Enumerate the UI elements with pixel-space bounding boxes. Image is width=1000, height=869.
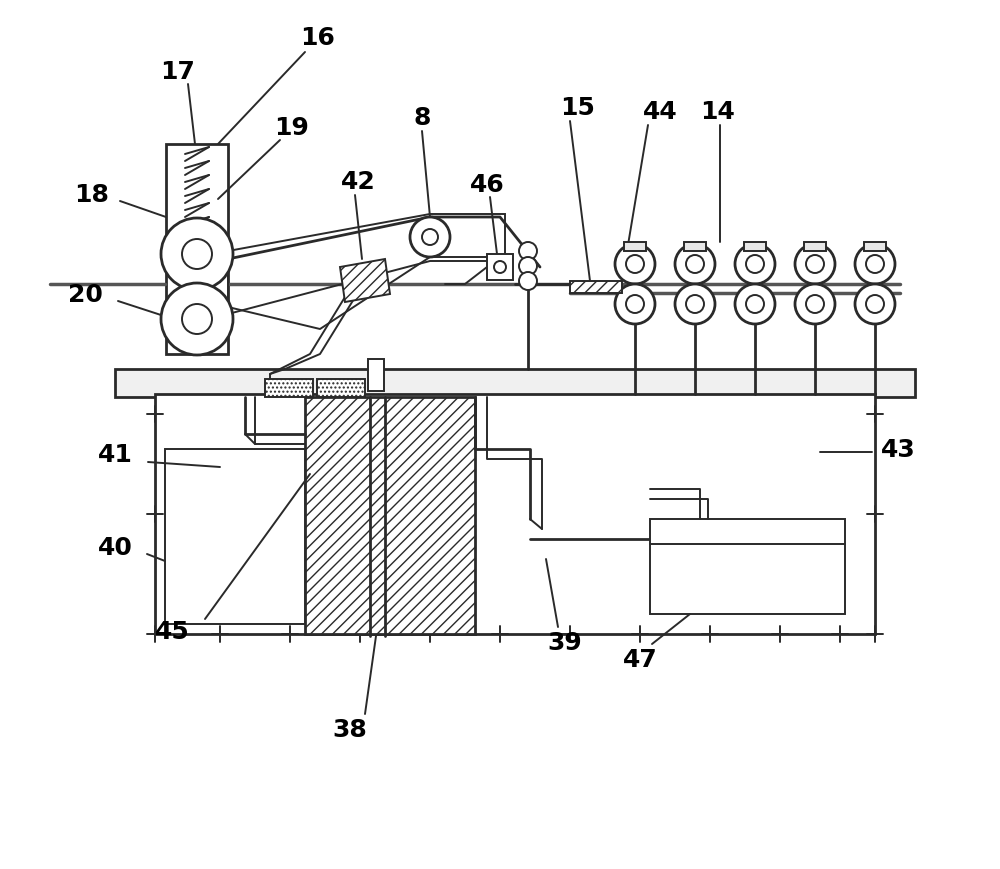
Circle shape — [855, 245, 895, 285]
Text: 45: 45 — [155, 620, 189, 643]
Circle shape — [410, 218, 450, 258]
Bar — [317, 380, 365, 397]
Text: 40: 40 — [98, 535, 132, 560]
Circle shape — [855, 285, 895, 325]
Circle shape — [494, 262, 506, 274]
Bar — [864, 242, 886, 252]
Bar — [684, 242, 706, 252]
Circle shape — [795, 285, 835, 325]
Circle shape — [866, 295, 884, 314]
Text: 8: 8 — [413, 106, 431, 129]
Text: 18: 18 — [75, 182, 109, 207]
Circle shape — [795, 245, 835, 285]
Circle shape — [519, 242, 537, 261]
Circle shape — [615, 245, 655, 285]
Bar — [165, 449, 305, 624]
Text: 39: 39 — [548, 630, 582, 654]
Text: 38: 38 — [333, 717, 367, 741]
Circle shape — [735, 285, 775, 325]
Text: 47: 47 — [623, 647, 657, 671]
Circle shape — [675, 245, 715, 285]
Circle shape — [806, 295, 824, 314]
Bar — [487, 255, 513, 281]
Bar — [166, 145, 228, 355]
Circle shape — [626, 295, 644, 314]
Circle shape — [422, 229, 438, 246]
Circle shape — [806, 255, 824, 274]
Text: 43: 43 — [881, 437, 915, 461]
Bar — [155, 395, 875, 634]
Circle shape — [182, 305, 212, 335]
Circle shape — [161, 283, 233, 355]
Bar — [804, 242, 826, 252]
Bar — [115, 369, 915, 397]
Circle shape — [746, 295, 764, 314]
Circle shape — [182, 240, 212, 269]
Text: 19: 19 — [275, 116, 309, 140]
Bar — [368, 360, 384, 392]
Text: 44: 44 — [643, 100, 677, 124]
Circle shape — [626, 255, 644, 274]
Circle shape — [746, 255, 764, 274]
Bar — [570, 282, 622, 294]
Text: 15: 15 — [561, 96, 595, 120]
Circle shape — [686, 295, 704, 314]
Bar — [744, 242, 766, 252]
Circle shape — [686, 255, 704, 274]
Polygon shape — [340, 260, 390, 302]
Bar — [650, 520, 845, 614]
Circle shape — [615, 285, 655, 325]
Text: 42: 42 — [341, 169, 375, 194]
Text: 16: 16 — [301, 26, 335, 50]
Text: 46: 46 — [470, 173, 504, 196]
Circle shape — [519, 258, 537, 275]
Bar — [305, 397, 475, 634]
Text: 41: 41 — [98, 442, 132, 467]
Text: 17: 17 — [161, 60, 195, 84]
Text: 20: 20 — [68, 282, 102, 307]
Text: 14: 14 — [701, 100, 735, 124]
Bar — [624, 242, 646, 252]
Circle shape — [675, 285, 715, 325]
Circle shape — [161, 219, 233, 290]
Circle shape — [866, 255, 884, 274]
Circle shape — [519, 273, 537, 290]
Circle shape — [735, 245, 775, 285]
Bar — [265, 380, 313, 397]
